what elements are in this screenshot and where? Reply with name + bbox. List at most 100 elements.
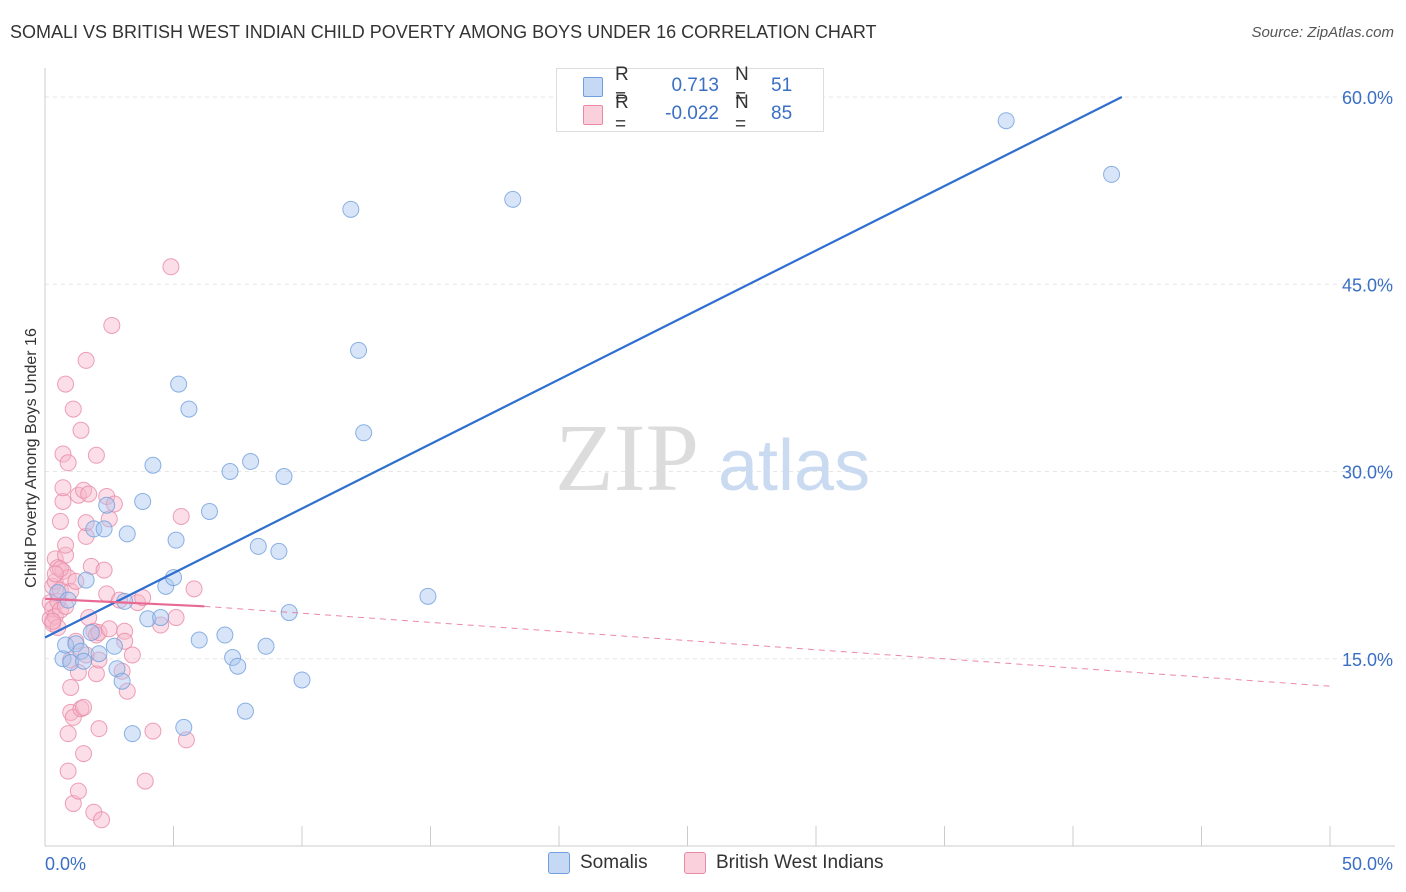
british-west-indians-point xyxy=(57,375,75,393)
somalis-trend-line xyxy=(44,96,1123,639)
somalis-point xyxy=(72,642,90,660)
watermark-atlas: atlas xyxy=(718,426,870,506)
somalis-point xyxy=(144,456,162,474)
somalis-point xyxy=(175,718,193,736)
x-tick-labels: 0.0% 50.0% xyxy=(45,854,1393,874)
british-west-indians-point xyxy=(54,479,72,497)
somalis-point xyxy=(98,496,116,514)
british-west-indians-point xyxy=(64,795,82,813)
y-tick-label: 30.0% xyxy=(1342,463,1393,483)
legend-label-british-west-indians: British West Indians xyxy=(716,852,884,873)
somalis-point xyxy=(350,341,368,359)
british-west-indians-point xyxy=(116,632,134,650)
somalis-point xyxy=(77,571,95,589)
somalis-point xyxy=(167,531,185,549)
somalis-point xyxy=(221,463,239,480)
somalis-point xyxy=(1103,165,1121,183)
british-west-indians-point xyxy=(167,609,185,627)
somalis-point xyxy=(229,657,247,675)
somalis-point xyxy=(224,649,242,667)
legend-swatch-british-west-indians xyxy=(583,105,603,125)
somalis-point xyxy=(419,587,437,605)
british-west-indians-point xyxy=(144,722,162,740)
gridlines xyxy=(45,96,1395,660)
somalis-point xyxy=(504,190,522,208)
y-tick-label: 15.0% xyxy=(1342,650,1393,670)
somalis-point xyxy=(355,424,373,442)
british-west-indians-point xyxy=(87,665,105,683)
somalis-point xyxy=(62,653,80,671)
british-west-indians-point xyxy=(172,507,190,525)
legend-item-british-west-indians: British West Indians xyxy=(684,852,884,874)
british-west-indians-point xyxy=(123,646,141,664)
somalis-point xyxy=(293,671,311,689)
british-west-indians-point xyxy=(54,445,72,463)
british-west-indians-trend-extension xyxy=(204,605,1331,687)
somalis-point xyxy=(216,626,234,644)
somalis-point xyxy=(123,725,141,743)
legend-label-somalis: Somalis xyxy=(580,852,648,873)
somalis-point xyxy=(275,467,293,485)
chart-source: Source: ZipAtlas.com xyxy=(1251,24,1394,41)
legend-swatch-somalis xyxy=(583,77,603,97)
series-legend: Somalis British West Indians xyxy=(0,852,1406,878)
legend-n-value-british-west-indians: 85 xyxy=(771,103,793,124)
somalis-point xyxy=(54,650,72,668)
legend-n-label: N = xyxy=(735,64,749,107)
somalis-point xyxy=(190,631,208,649)
somalis-point xyxy=(139,610,157,628)
british-west-indians-point xyxy=(77,351,95,369)
british-west-indians-point xyxy=(62,678,80,696)
somalis-point xyxy=(82,624,100,642)
somalis-point xyxy=(90,645,108,663)
british-west-indians-point xyxy=(72,421,90,439)
trend-lines xyxy=(44,96,1331,687)
british-west-indians-point xyxy=(75,745,93,763)
british-west-indians-point xyxy=(59,762,77,780)
somalis-point xyxy=(118,525,136,543)
somalis-point xyxy=(152,609,170,627)
british-west-indians-point xyxy=(87,446,105,464)
somalis-point xyxy=(75,652,93,670)
british-west-indians-point xyxy=(46,565,64,583)
somalis-point xyxy=(257,637,275,655)
somalis-point xyxy=(108,660,126,678)
somalis-point xyxy=(242,453,260,471)
british-west-indians-point xyxy=(136,772,154,790)
somalis-point xyxy=(134,492,152,510)
somalis-point xyxy=(270,542,288,560)
axes xyxy=(44,68,1395,847)
british-west-indians-point xyxy=(177,731,195,749)
legend-r-value-british-west-indians: -0.022 xyxy=(665,103,719,124)
british-west-indians-point xyxy=(118,682,136,700)
y-tick-label: 60.0% xyxy=(1342,88,1393,108)
legend-r-label: R = xyxy=(615,64,629,107)
british-west-indians-point xyxy=(57,536,75,554)
british-west-indians-point xyxy=(103,316,121,334)
correlation-legend: R = 0.713 N = 51 R = -0.022 N = 85 xyxy=(556,64,824,135)
watermark: ZIP atlas xyxy=(555,404,870,511)
somalis-point xyxy=(200,502,218,520)
british-west-indians-point xyxy=(185,580,203,598)
somalis-point xyxy=(342,200,360,218)
british-west-indians-point xyxy=(44,612,62,630)
somalis-point xyxy=(180,400,198,418)
british-west-indians-point xyxy=(162,258,180,276)
somalis-point xyxy=(113,672,131,690)
british-west-indians-point xyxy=(51,512,69,530)
x-tick-label-max: 50.0% xyxy=(1342,854,1393,874)
british-west-indians-point xyxy=(95,561,113,579)
x-tick-label-min: 0.0% xyxy=(45,854,86,874)
british-west-indians-point xyxy=(75,698,93,716)
british-west-indians-trend-line xyxy=(44,597,205,608)
chart-title: SOMALI VS BRITISH WEST INDIAN CHILD POVE… xyxy=(10,22,877,42)
british-west-indians-point xyxy=(90,720,108,738)
somalis-point xyxy=(95,520,113,538)
british-west-indians-point xyxy=(116,622,134,640)
british-west-indians-point xyxy=(80,485,98,503)
watermark-zip: ZIP xyxy=(555,404,699,511)
british-west-indians-point xyxy=(100,510,118,528)
legend-n-label: N = xyxy=(735,92,749,135)
y-tick-label: 45.0% xyxy=(1342,275,1393,295)
